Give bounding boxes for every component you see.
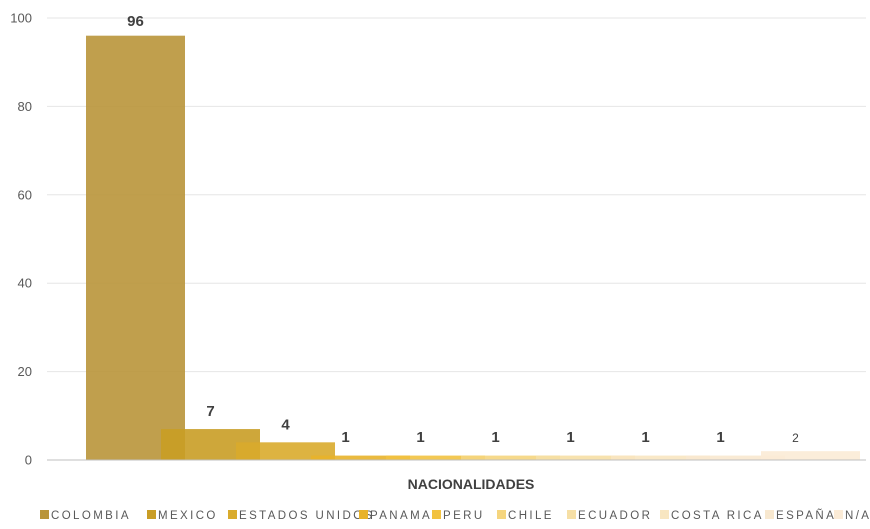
- bar-colombia: [86, 35, 185, 461]
- data-label: 96: [127, 13, 144, 30]
- data-label: 1: [716, 429, 724, 446]
- bar-costa-rica: [611, 455, 710, 460]
- legend-item: N/A: [834, 510, 870, 522]
- bar-panama: [311, 455, 410, 460]
- bar-n-a: [761, 451, 860, 460]
- data-label: 1: [416, 429, 424, 446]
- legend-item: ESTADOS UNIDOS: [228, 510, 375, 522]
- y-tick-label: 80: [18, 99, 32, 114]
- legend-label: ESTADOS UNIDOS: [239, 510, 375, 522]
- bars: [86, 35, 860, 461]
- y-tick-label: 20: [18, 364, 32, 379]
- data-label: 1: [641, 429, 649, 446]
- legend-swatch: [432, 510, 441, 519]
- data-label: 1: [491, 429, 499, 446]
- legend-item: MEXICO: [147, 510, 218, 522]
- legend-item: ESPAÑA: [765, 509, 836, 522]
- legend-label: CHILE: [508, 510, 554, 522]
- legend-item: PANAMA: [359, 510, 432, 522]
- legend-swatch: [228, 510, 237, 519]
- legend-label: N/A: [845, 510, 870, 522]
- legend-swatch: [359, 510, 368, 519]
- data-label: 1: [341, 429, 349, 446]
- legend-label: PANAMA: [370, 510, 432, 522]
- legend-item: CHILE: [497, 510, 554, 522]
- legend-swatch: [147, 510, 156, 519]
- x-axis-title: NACIONALIDADES: [408, 476, 535, 492]
- data-label: 4: [281, 416, 290, 433]
- y-tick-label: 0: [25, 453, 32, 468]
- legend-swatch: [765, 510, 774, 519]
- legend-label: PERU: [443, 510, 485, 522]
- bar-ecuador: [536, 455, 635, 460]
- y-tick-label: 100: [10, 11, 32, 26]
- y-tick-label: 40: [18, 276, 32, 291]
- legend-swatch: [497, 510, 506, 519]
- data-label: 1: [566, 429, 574, 446]
- legend-label: ESPAÑA: [776, 509, 836, 522]
- data-labels: 96 7 4 1 1 1 1 1 1 2: [127, 13, 799, 446]
- legend-label: ECUADOR: [578, 510, 652, 522]
- legend-swatch: [567, 510, 576, 519]
- legend-swatch: [660, 510, 669, 519]
- legend-item: COSTA RICA: [660, 510, 764, 522]
- bar-chile: [461, 455, 560, 460]
- legend-item: PERU: [432, 510, 485, 522]
- y-axis-ticks: 0 20 40 60 80 100: [10, 11, 32, 468]
- legend-label: COLOMBIA: [51, 510, 131, 522]
- bar-peru: [386, 455, 485, 460]
- legend-item: ECUADOR: [567, 510, 652, 522]
- legend-swatch: [40, 510, 49, 519]
- bar-españa: [686, 455, 785, 460]
- data-label: 7: [206, 403, 214, 420]
- bar-estados-unidos: [236, 442, 335, 460]
- legend-label: MEXICO: [158, 510, 218, 522]
- y-tick-label: 60: [18, 187, 32, 202]
- legend-swatch: [834, 510, 843, 519]
- legend-item: COLOMBIA: [40, 510, 131, 522]
- legend-label: COSTA RICA: [671, 510, 764, 522]
- data-label: 2: [792, 431, 799, 445]
